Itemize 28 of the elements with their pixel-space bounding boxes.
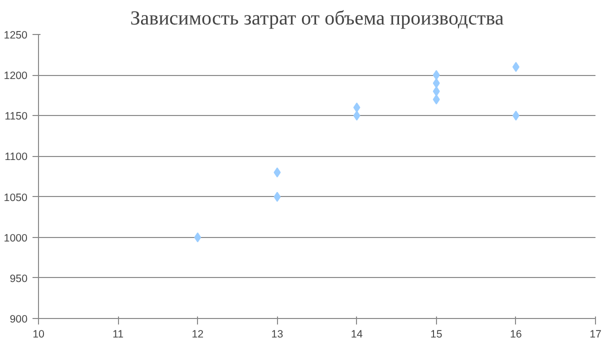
x-tick-label: 10 [32, 328, 44, 340]
x-tick-label: 15 [430, 328, 442, 340]
point [194, 232, 202, 242]
point [512, 62, 520, 72]
point [432, 70, 440, 80]
x-tick-label: 14 [350, 328, 363, 340]
y-tick-label: 1000 [4, 232, 28, 244]
y-tick-label: 950 [10, 272, 28, 285]
point [512, 110, 520, 121]
point [432, 86, 440, 96]
y-tick-label: 1100 [4, 151, 28, 164]
point [432, 78, 440, 88]
point [432, 94, 440, 104]
y-tick-label: 900 [10, 314, 28, 326]
y-tick-label: 1250 [4, 30, 28, 42]
point [353, 110, 360, 121]
x-tick-label: 11 [112, 328, 124, 340]
point [274, 167, 281, 178]
y-tick-label: 1050 [4, 192, 28, 204]
y-tick-label: 1150 [4, 110, 28, 123]
x-tick-label: 16 [510, 328, 522, 340]
x-tick-label: 12 [192, 328, 204, 340]
x-tick-label: 13 [271, 328, 284, 340]
point [353, 102, 360, 113]
point [274, 192, 281, 202]
chart-title: Зависимость затрат от объема производства [130, 8, 504, 30]
x-tick-label: 17 [590, 328, 602, 340]
y-tick-label: 1200 [4, 70, 28, 82]
